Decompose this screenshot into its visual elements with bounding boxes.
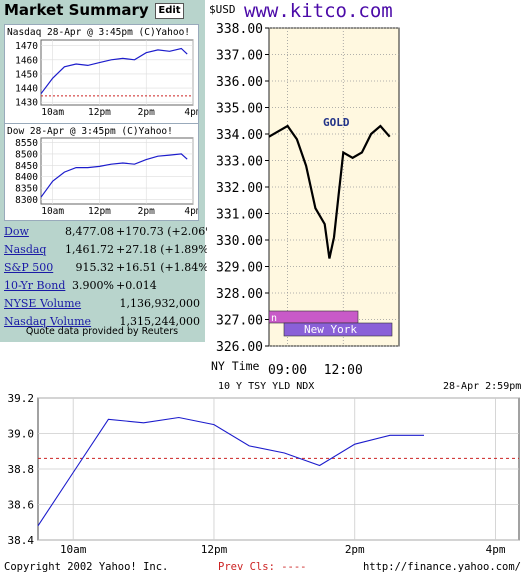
- bond-yield-line: [37, 416, 424, 527]
- bond-x-tick: 4pm: [486, 543, 506, 556]
- session-bar-left: [268, 310, 359, 324]
- quote-value: 8,477.08: [65, 225, 114, 238]
- quote-value: 1,461.72: [65, 243, 114, 256]
- quote-change: +16.51 (+1.84%): [116, 261, 213, 274]
- gold-y-tick: 332.00: [216, 181, 263, 196]
- gold-series-label: GOLD: [323, 116, 350, 129]
- gold-y-tick: 327.00: [216, 314, 263, 329]
- dow-y-tick: 8450: [15, 161, 38, 172]
- dow-y-tick: 8300: [15, 195, 38, 206]
- bond-x-tick: 2pm: [345, 543, 365, 556]
- volume-value: 1,136,932,000: [119, 297, 200, 310]
- nasdaq-y-tick: 1440: [15, 84, 38, 95]
- dow-x-tick: 2pm: [138, 206, 155, 217]
- treasury-yield-chart: 10 Y TSY YLD NDX 28-Apr 2:59pm 39.2 39.0 38.…: [0, 378, 525, 577]
- bond-y-tick: 38.6: [8, 499, 35, 512]
- gold-x-tick: 09:00: [268, 363, 307, 378]
- currency-label: $USD: [209, 3, 236, 16]
- gold-y-tick: 336.00: [216, 75, 263, 90]
- dow-y-tick: 8350: [15, 184, 38, 195]
- bond-y-tick: 39.2: [8, 392, 35, 405]
- gold-y-tick: 335.00: [216, 102, 263, 117]
- market-summary-title: Market Summary: [4, 1, 149, 19]
- nasdaq-x-tick: 10am: [41, 107, 64, 118]
- bond-y-tick: 39.0: [8, 428, 35, 441]
- dow-series-line: [40, 153, 188, 198]
- dow-x-tick: 4pm: [184, 206, 198, 217]
- gold-y-tick: 333.00: [216, 155, 263, 170]
- gold-y-tick: 337.00: [216, 49, 263, 64]
- dow-caption: Dow 28-Apr @ 3:45pm (C)Yahoo!: [7, 126, 173, 137]
- session-left-label: n: [271, 313, 277, 324]
- nyse-volume-link[interactable]: NYSE Volume: [4, 297, 82, 310]
- bond-chart-date: 28-Apr 2:59pm: [443, 381, 521, 392]
- sp500-link[interactable]: S&P 500: [4, 261, 54, 274]
- dow-y-tick: 8400: [15, 172, 38, 183]
- nasdaq-y-tick: 1460: [15, 55, 38, 66]
- dow-plot-area: [40, 137, 194, 205]
- gold-y-tick: 334.00: [216, 128, 263, 143]
- nasdaq-volume-link[interactable]: Nasdaq Volume: [4, 315, 92, 328]
- dow-y-tick: 8550: [15, 138, 38, 149]
- kitco-gold-chart: $USD www.kitco.com 338.00 337.00 336.00 335.0…: [207, 0, 525, 378]
- nasdaq-series-line: [40, 47, 188, 95]
- gold-plot-area: [268, 27, 400, 347]
- quote-change: +0.014: [116, 279, 157, 292]
- quotes-table: Dow 8,477.08 +170.73 (+2.06%) Nasdaq 1,4…: [4, 223, 220, 331]
- prev-close-legend: Prev Cls: ----: [218, 561, 307, 573]
- dow-x-tick: 10am: [41, 206, 64, 217]
- nasdaq-link[interactable]: Nasdaq: [4, 243, 47, 256]
- nasdaq-x-tick: 12pm: [88, 107, 111, 118]
- quote-row-sp500: S&P 500 915.32 +16.51 (+1.84%): [4, 259, 213, 277]
- gold-price-line: [268, 124, 391, 259]
- gold-y-tick: 328.00: [216, 287, 263, 302]
- nasdaq-caption: Nasdaq 28-Apr @ 3:45pm (C)Yahoo!: [7, 27, 190, 38]
- nasdaq-y-tick: 1450: [15, 69, 38, 80]
- gold-x-tick: 12:00: [324, 363, 363, 378]
- quote-value: 3.900%: [72, 279, 114, 292]
- bond-x-tick: 12pm: [201, 543, 228, 556]
- volume-row-nasdaq: Nasdaq Volume 1,315,244,000: [4, 313, 200, 331]
- gold-y-tick: 326.00: [216, 340, 263, 355]
- nasdaq-mini-chart: Nasdaq 28-Apr @ 3:45pm (C)Yahoo! 1470 1460…: [4, 24, 199, 126]
- dow-y-tick: 8500: [15, 149, 38, 160]
- gold-y-tick: 338.00: [216, 22, 263, 37]
- nasdaq-y-tick: 1430: [15, 98, 38, 109]
- quote-change: +170.73 (+2.06%): [116, 225, 220, 238]
- nasdaq-plot-area: [40, 39, 194, 106]
- bond-y-tick: 38.8: [8, 463, 35, 476]
- quote-value: 915.32: [75, 261, 115, 274]
- 10yr-bond-link[interactable]: 10-Yr Bond: [4, 279, 66, 292]
- market-summary-panel: Market Summary Edit Nasdaq 28-Apr @ 3:45…: [0, 0, 220, 342]
- bond-y-tick: 38.4: [8, 534, 35, 547]
- quote-change: +27.18 (+1.89%): [116, 243, 213, 256]
- quote-row-dow: Dow 8,477.08 +170.73 (+2.06%): [4, 223, 220, 241]
- ny-time-label: NY Time: [211, 359, 260, 373]
- edit-button[interactable]: Edit: [155, 3, 184, 19]
- session-bar-newyork: [283, 322, 393, 337]
- gold-y-tick: 330.00: [216, 234, 263, 249]
- nasdaq-y-tick: 1470: [15, 41, 38, 52]
- dow-mini-chart: Dow 28-Apr @ 3:45pm (C)Yahoo! 8550 8500 845…: [4, 123, 199, 221]
- quote-row-10yr-bond: 10-Yr Bond 3.900% +0.014: [4, 277, 200, 295]
- volume-value: 1,315,244,000: [119, 315, 200, 328]
- gold-y-tick: 329.00: [216, 261, 263, 276]
- gold-y-tick: 331.00: [216, 208, 263, 223]
- dow-link[interactable]: Dow: [4, 225, 29, 238]
- volume-row-nyse: NYSE Volume 1,136,932,000: [4, 295, 200, 313]
- nasdaq-x-tick: 2pm: [138, 107, 155, 118]
- dow-x-tick: 12pm: [88, 206, 111, 217]
- kitco-site-label: www.kitco.com: [244, 0, 393, 22]
- source-url: http://finance.yahoo.com/: [363, 561, 521, 573]
- copyright-text: Copyright 2002 Yahoo! Inc.: [4, 561, 168, 573]
- bond-chart-title: 10 Y TSY YLD NDX: [218, 381, 314, 392]
- bond-x-tick: 10am: [60, 543, 87, 556]
- data-provider-note: Quote data provided by Reuters: [25, 326, 179, 337]
- nasdaq-x-tick: 4pm: [184, 107, 198, 118]
- quote-row-nasdaq: Nasdaq 1,461.72 +27.18 (+1.89%): [4, 241, 213, 259]
- session-newyork-label: New York: [304, 323, 357, 336]
